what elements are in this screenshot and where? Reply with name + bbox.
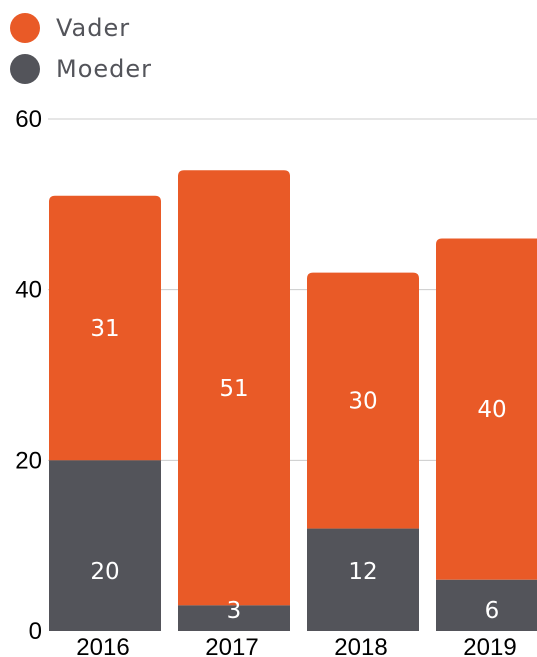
bar-vader-2018 xyxy=(307,272,419,529)
legend-label-moeder: Moeder xyxy=(56,55,153,83)
y-tick-label-40: 40 xyxy=(15,277,42,304)
x-tick-label-2017: 2017 xyxy=(205,634,258,657)
y-tick-label-60: 60 xyxy=(15,106,42,133)
legend-swatch-moeder xyxy=(10,54,40,84)
x-tick-label-2019: 2019 xyxy=(463,634,516,657)
legend-label-vader: Vader xyxy=(56,14,131,42)
data-label-moeder-2017: 3 xyxy=(227,598,242,624)
bar-moeder-2018 xyxy=(307,528,419,631)
data-label-moeder-2019: 6 xyxy=(485,598,500,624)
data-label-vader-2018: 30 xyxy=(348,389,377,415)
data-label-moeder-2018: 12 xyxy=(348,559,377,585)
data-label-vader-2019: 40 xyxy=(477,397,506,423)
bar-moeder-2017 xyxy=(178,605,290,631)
bar-vader-2019 xyxy=(436,238,537,580)
x-tick-label-2018: 2018 xyxy=(334,634,387,657)
data-label-moeder-2016: 20 xyxy=(90,559,119,585)
legend-item-vader: Vader xyxy=(10,13,130,43)
bar-moeder-2019 xyxy=(436,579,537,631)
legend-item-moeder: Moeder xyxy=(10,54,152,84)
bar-moeder-2016 xyxy=(49,460,161,631)
bar-vader-2016 xyxy=(49,195,161,461)
y-tick-label-0: 0 xyxy=(29,618,42,645)
y-tick-label-20: 20 xyxy=(15,447,42,474)
data-label-vader-2017: 51 xyxy=(219,376,248,402)
data-label-vader-2016: 31 xyxy=(90,316,119,342)
x-tick-label-2016: 2016 xyxy=(76,634,129,657)
bar-vader-2017 xyxy=(178,170,290,606)
legend-swatch-vader xyxy=(10,13,40,43)
